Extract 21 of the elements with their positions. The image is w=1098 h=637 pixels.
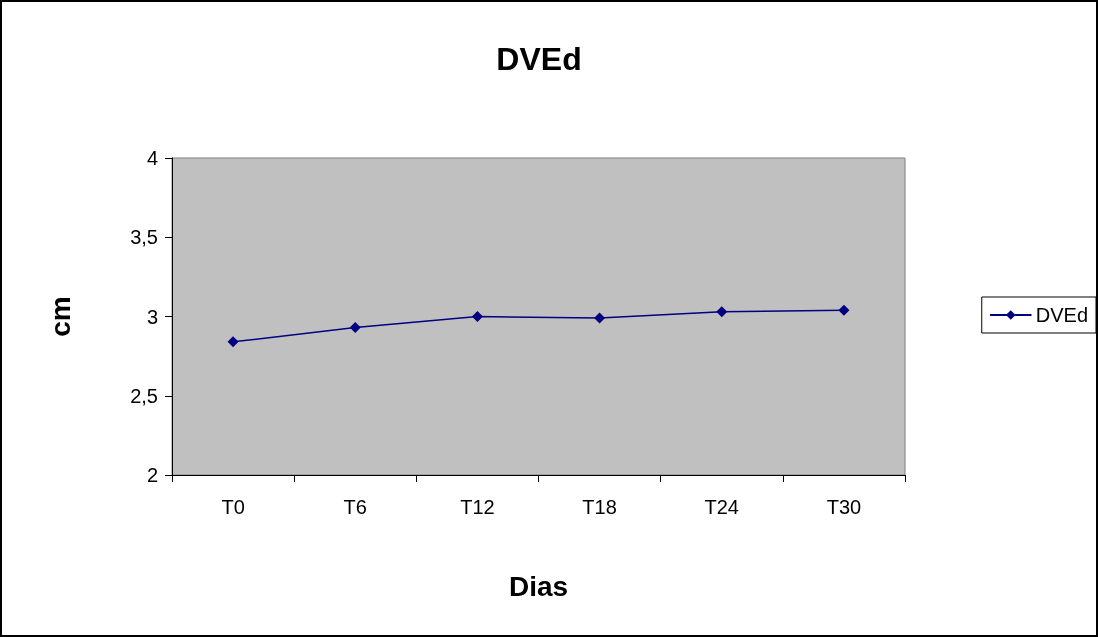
y-tick-label: 3,5 <box>130 226 158 249</box>
point <box>227 336 239 348</box>
point <box>349 322 361 334</box>
x-tick-label: T24 <box>704 496 739 518</box>
chart-title: DVEd <box>496 41 582 77</box>
x-tick-label: T12 <box>460 496 495 518</box>
y-axis-title: cm <box>44 296 76 337</box>
x-tick-label: T18 <box>582 496 617 518</box>
x-axis-title: Dias <box>508 570 569 602</box>
x-tick-label: T30 <box>826 496 862 518</box>
y-tick-label: 2,5 <box>130 384 158 407</box>
y-tick-label: 4 <box>146 147 158 169</box>
point <box>471 311 483 322</box>
x-tick-label: T6 <box>343 496 367 518</box>
legend-label: DVEd <box>1035 304 1088 326</box>
point <box>716 306 728 318</box>
point <box>594 312 606 324</box>
x-tick-label: T0 <box>221 496 245 518</box>
y-tick-label: 3 <box>146 305 158 328</box>
point <box>838 304 850 316</box>
y-tick-label: 2 <box>146 464 158 486</box>
